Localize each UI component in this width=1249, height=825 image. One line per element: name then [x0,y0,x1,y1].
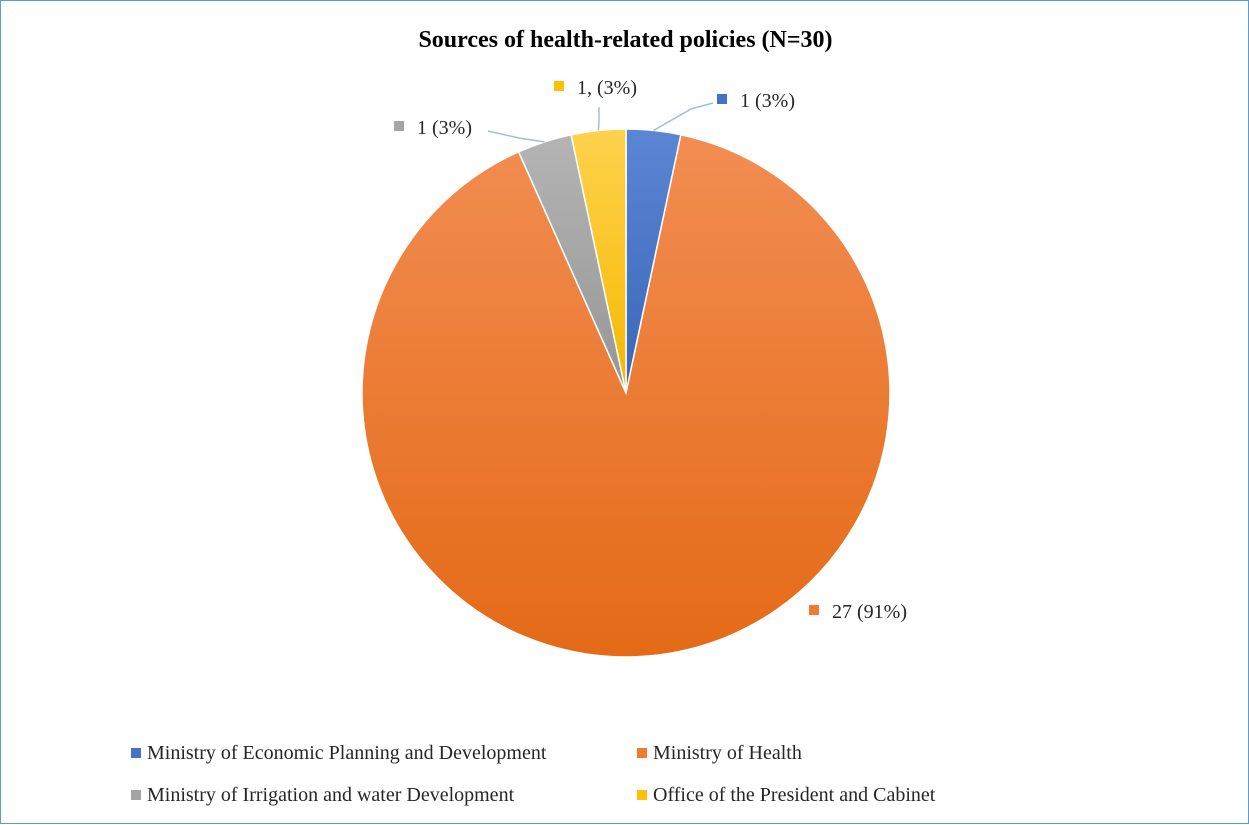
data-label-text: 27 (91%) [832,601,907,623]
data-label-text: 1 (3%) [740,90,795,112]
leader-line [597,107,600,131]
label-swatch [394,121,404,131]
data-label-president-office: 1, (3%) [554,77,637,99]
legend-label: Ministry of Irrigation and water Develop… [147,783,515,806]
legend-swatch [637,790,647,800]
legend-label: Ministry of Economic Planning and Develo… [147,741,547,764]
legend-swatch [131,790,141,800]
data-label-text: 1, (3%) [577,77,637,99]
legend-label: Office of the President and Cabinet [653,783,936,806]
legend-swatch [637,748,647,758]
data-label-irrigation: 1 (3%) [394,117,472,139]
legend-item-economic-planning: Ministry of Economic Planning and Develo… [131,742,637,765]
chart-title: Sources of health-related policies (N=30… [418,27,833,53]
label-swatch [554,81,564,91]
data-label-health: 27 (91%) [809,601,907,623]
leader-line [653,102,714,132]
legend-row: Ministry of Irrigation and water Develop… [131,781,935,809]
legend-label: Ministry of Health [653,741,802,764]
data-label-economic-planning: 1 (3%) [717,90,795,112]
label-swatch [717,94,727,104]
legend-item-irrigation: Ministry of Irrigation and water Develop… [131,784,637,807]
legend: Ministry of Economic Planning and Develo… [131,739,935,823]
pie-slice-health [361,133,891,658]
pie-slice-president-office [570,128,627,394]
legend-swatch [131,748,141,758]
legend-item-president-office: Office of the President and Cabinet [637,784,935,807]
data-label-text: 1 (3%) [417,117,472,139]
leader-line [487,130,545,143]
legend-row: Ministry of Economic Planning and Develo… [131,739,935,767]
legend-item-health: Ministry of Health [637,742,802,765]
label-swatch [809,605,819,615]
